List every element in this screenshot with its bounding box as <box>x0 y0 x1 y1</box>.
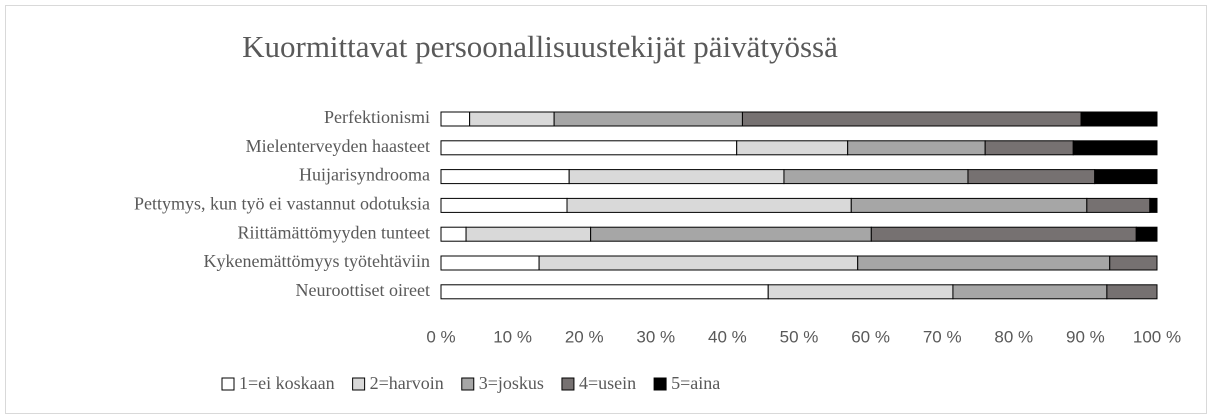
bar-segment <box>590 226 872 242</box>
bar-segment <box>553 111 743 127</box>
legend-swatch <box>561 377 575 391</box>
bar-segment <box>440 169 570 185</box>
bar-segment <box>469 111 555 127</box>
bar-segment <box>767 284 954 300</box>
bar-segment <box>1086 197 1151 213</box>
bar-segment <box>984 140 1074 156</box>
legend-label: 1=ei koskaan <box>239 373 335 393</box>
bar-segment <box>1094 169 1158 185</box>
chart-title: Kuormittavat persoonallisuustekijät päiv… <box>242 29 838 64</box>
legend-label: 5=aina <box>671 373 720 393</box>
y-tick-label: Perfektionismi <box>324 107 430 127</box>
y-tick-label: Neuroottiset oireet <box>296 280 430 300</box>
bar-segment <box>1109 255 1158 271</box>
x-tick-label: 70 % <box>923 327 962 346</box>
bar-segment <box>440 255 540 271</box>
bar-segment <box>847 140 986 156</box>
bar-segment <box>538 255 859 271</box>
y-tick-label: Riittämättömyyden tunteet <box>238 222 430 242</box>
bar-segment <box>440 140 738 156</box>
bar-segment <box>952 284 1108 300</box>
x-tick-label: 40 % <box>708 327 747 346</box>
legend-label: 2=harvoin <box>370 373 444 393</box>
bar-segment <box>440 111 471 127</box>
x-tick-label: 10 % <box>493 327 532 346</box>
x-tick-label: 30 % <box>636 327 675 346</box>
bar-segment <box>736 140 849 156</box>
legend-swatch <box>352 377 366 391</box>
bar-segment <box>1135 226 1158 242</box>
bar-segment <box>440 197 568 213</box>
y-tick-label: Huijarisyndrooma <box>299 165 430 185</box>
bar-segment <box>465 226 592 242</box>
legend-swatch <box>221 377 235 391</box>
y-tick-label: Mielenterveyden haasteet <box>246 136 430 156</box>
bar-segment <box>568 169 785 185</box>
bar-segment <box>967 169 1096 185</box>
x-tick-label: 60 % <box>851 327 890 346</box>
bar-segment <box>741 111 1082 127</box>
y-tick-label: Kykenemättömyys työtehtäviin <box>204 251 430 271</box>
x-tick-label: 50 % <box>780 327 819 346</box>
bar-segment <box>857 255 1111 271</box>
legend-label: 3=joskus <box>479 373 544 393</box>
bar-segment <box>1080 111 1158 127</box>
bar-segment <box>440 284 769 300</box>
x-tick-label: 20 % <box>565 327 604 346</box>
bar-segment <box>1072 140 1158 156</box>
bar-segment <box>783 169 969 185</box>
bar-segment <box>870 226 1137 242</box>
bar-segment <box>1106 284 1158 300</box>
x-tick-label: 100 % <box>1133 327 1181 346</box>
bar-segment <box>440 226 467 242</box>
x-tick-label: 0 % <box>426 327 455 346</box>
bar-segment <box>850 197 1088 213</box>
legend-label: 4=usein <box>579 373 636 393</box>
bar-segment <box>566 197 852 213</box>
legend-swatch <box>461 377 475 391</box>
x-tick-label: 80 % <box>994 327 1033 346</box>
x-tick-label: 90 % <box>1066 327 1105 346</box>
y-tick-label: Pettymys, kun työ ei vastannut odotuksia <box>134 194 430 214</box>
bar-segment <box>1149 197 1158 213</box>
legend-swatch <box>653 377 667 391</box>
